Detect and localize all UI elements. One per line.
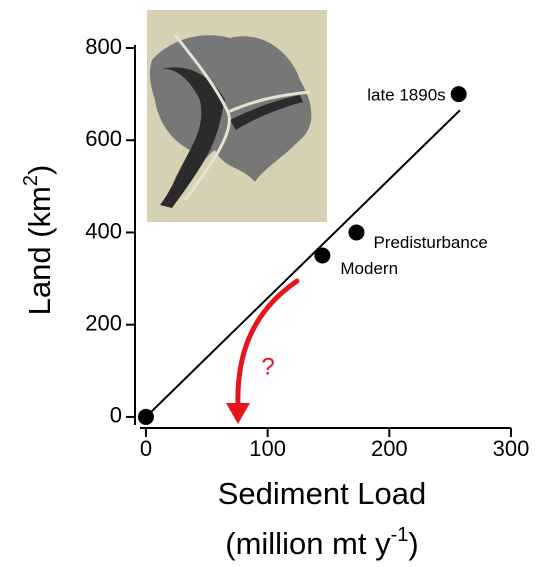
x-unit-end: ) [408, 526, 418, 561]
x-axis-unit: (million mt y-1) [225, 524, 418, 561]
y-tick-label: 0 [110, 403, 122, 428]
inset-map [147, 10, 327, 222]
annotation-text: ? [261, 353, 274, 380]
point [451, 86, 467, 102]
point [348, 224, 364, 240]
point-label: Modern [340, 259, 398, 278]
y-label-text: Land (km [22, 186, 57, 315]
x-tick-label: 300 [493, 436, 530, 461]
y-label-end: ) [22, 165, 57, 175]
y-tick-label: 800 [85, 34, 122, 59]
annotation-arrowhead [226, 403, 250, 424]
x-axis-label: Sediment Load [218, 476, 427, 511]
annotation-arrow [238, 281, 297, 408]
x-unit-sup: -1 [391, 524, 409, 546]
point [314, 248, 330, 264]
y-tick-label: 400 [85, 218, 122, 243]
point-label: late 1890s [367, 86, 445, 105]
x-tick-label: 0 [140, 436, 152, 461]
page: {"chart_data": {"type": "scatter", "ylab… [0, 0, 536, 567]
y-label-sup: 2 [20, 175, 42, 186]
point [138, 409, 154, 425]
chart: Land (km2) Sediment Load (million mt y-1… [0, 0, 536, 567]
x-unit-text: (million mt y [225, 526, 391, 561]
y-axis-label: Land (km2) [20, 165, 57, 316]
y-tick-label: 600 [85, 126, 122, 151]
point-label: Predisturbance [373, 233, 487, 252]
x-tick-label: 200 [371, 436, 408, 461]
x-tick-label: 100 [249, 436, 286, 461]
y-tick-label: 200 [85, 311, 122, 336]
